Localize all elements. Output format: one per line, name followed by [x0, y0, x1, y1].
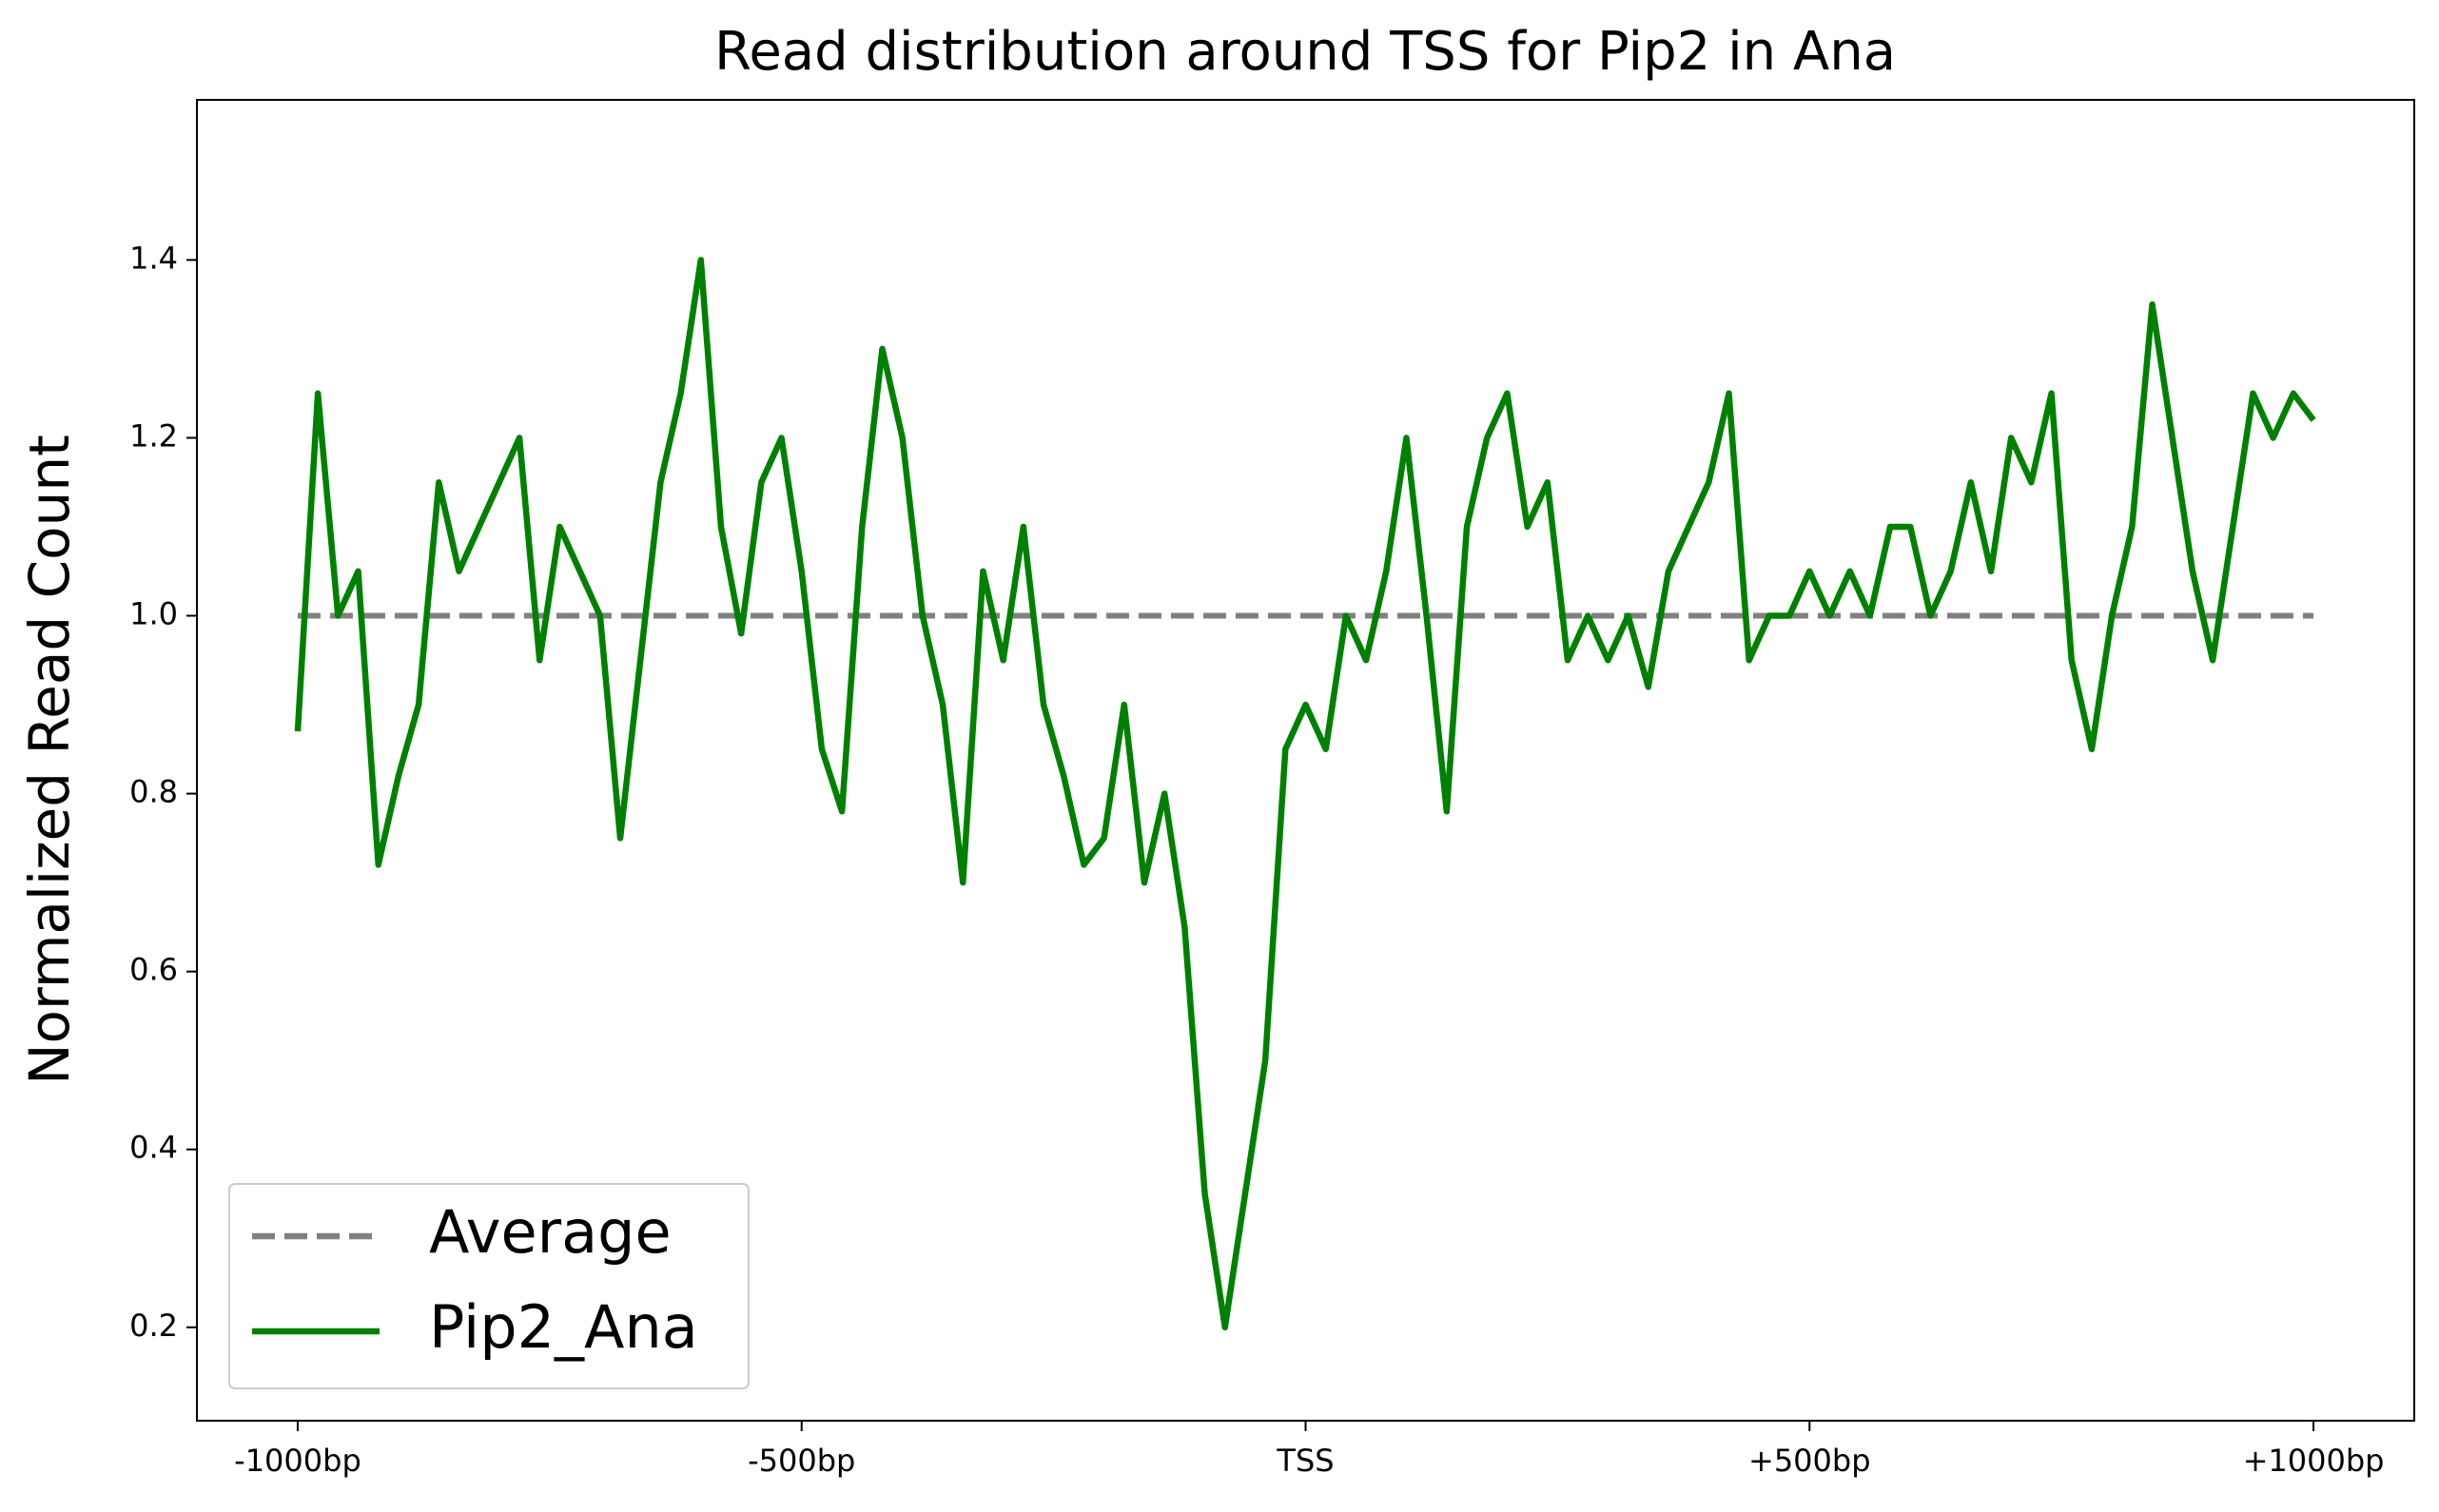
y-tick-label: 0.8 — [129, 774, 178, 810]
legend-label: Average — [429, 1197, 672, 1267]
y-axis-label: Normalized Read Count — [17, 435, 82, 1085]
plot-frame — [196, 99, 2415, 1422]
legend-label: Pip2_Ana — [429, 1292, 698, 1362]
y-tick-label: 1.4 — [129, 240, 178, 276]
x-tick-label: +1000bp — [2243, 1443, 2385, 1479]
x-tick-label: -500bp — [748, 1443, 855, 1479]
x-tick-label: +500bp — [1748, 1443, 1871, 1479]
x-tick-label: -1000bp — [234, 1443, 361, 1479]
data-line — [294, 257, 2316, 1331]
chart-title: Read distribution around TSS for Pip2 in… — [714, 21, 1896, 83]
y-tick-label: 1.2 — [129, 417, 178, 454]
y-tick-label: 1.0 — [129, 596, 178, 632]
y-tick-label: 0.6 — [129, 952, 178, 988]
y-tick-label: 0.4 — [129, 1130, 178, 1166]
y-tick-label: 0.2 — [129, 1308, 178, 1344]
x-tick-label: TSS — [1276, 1443, 1334, 1479]
